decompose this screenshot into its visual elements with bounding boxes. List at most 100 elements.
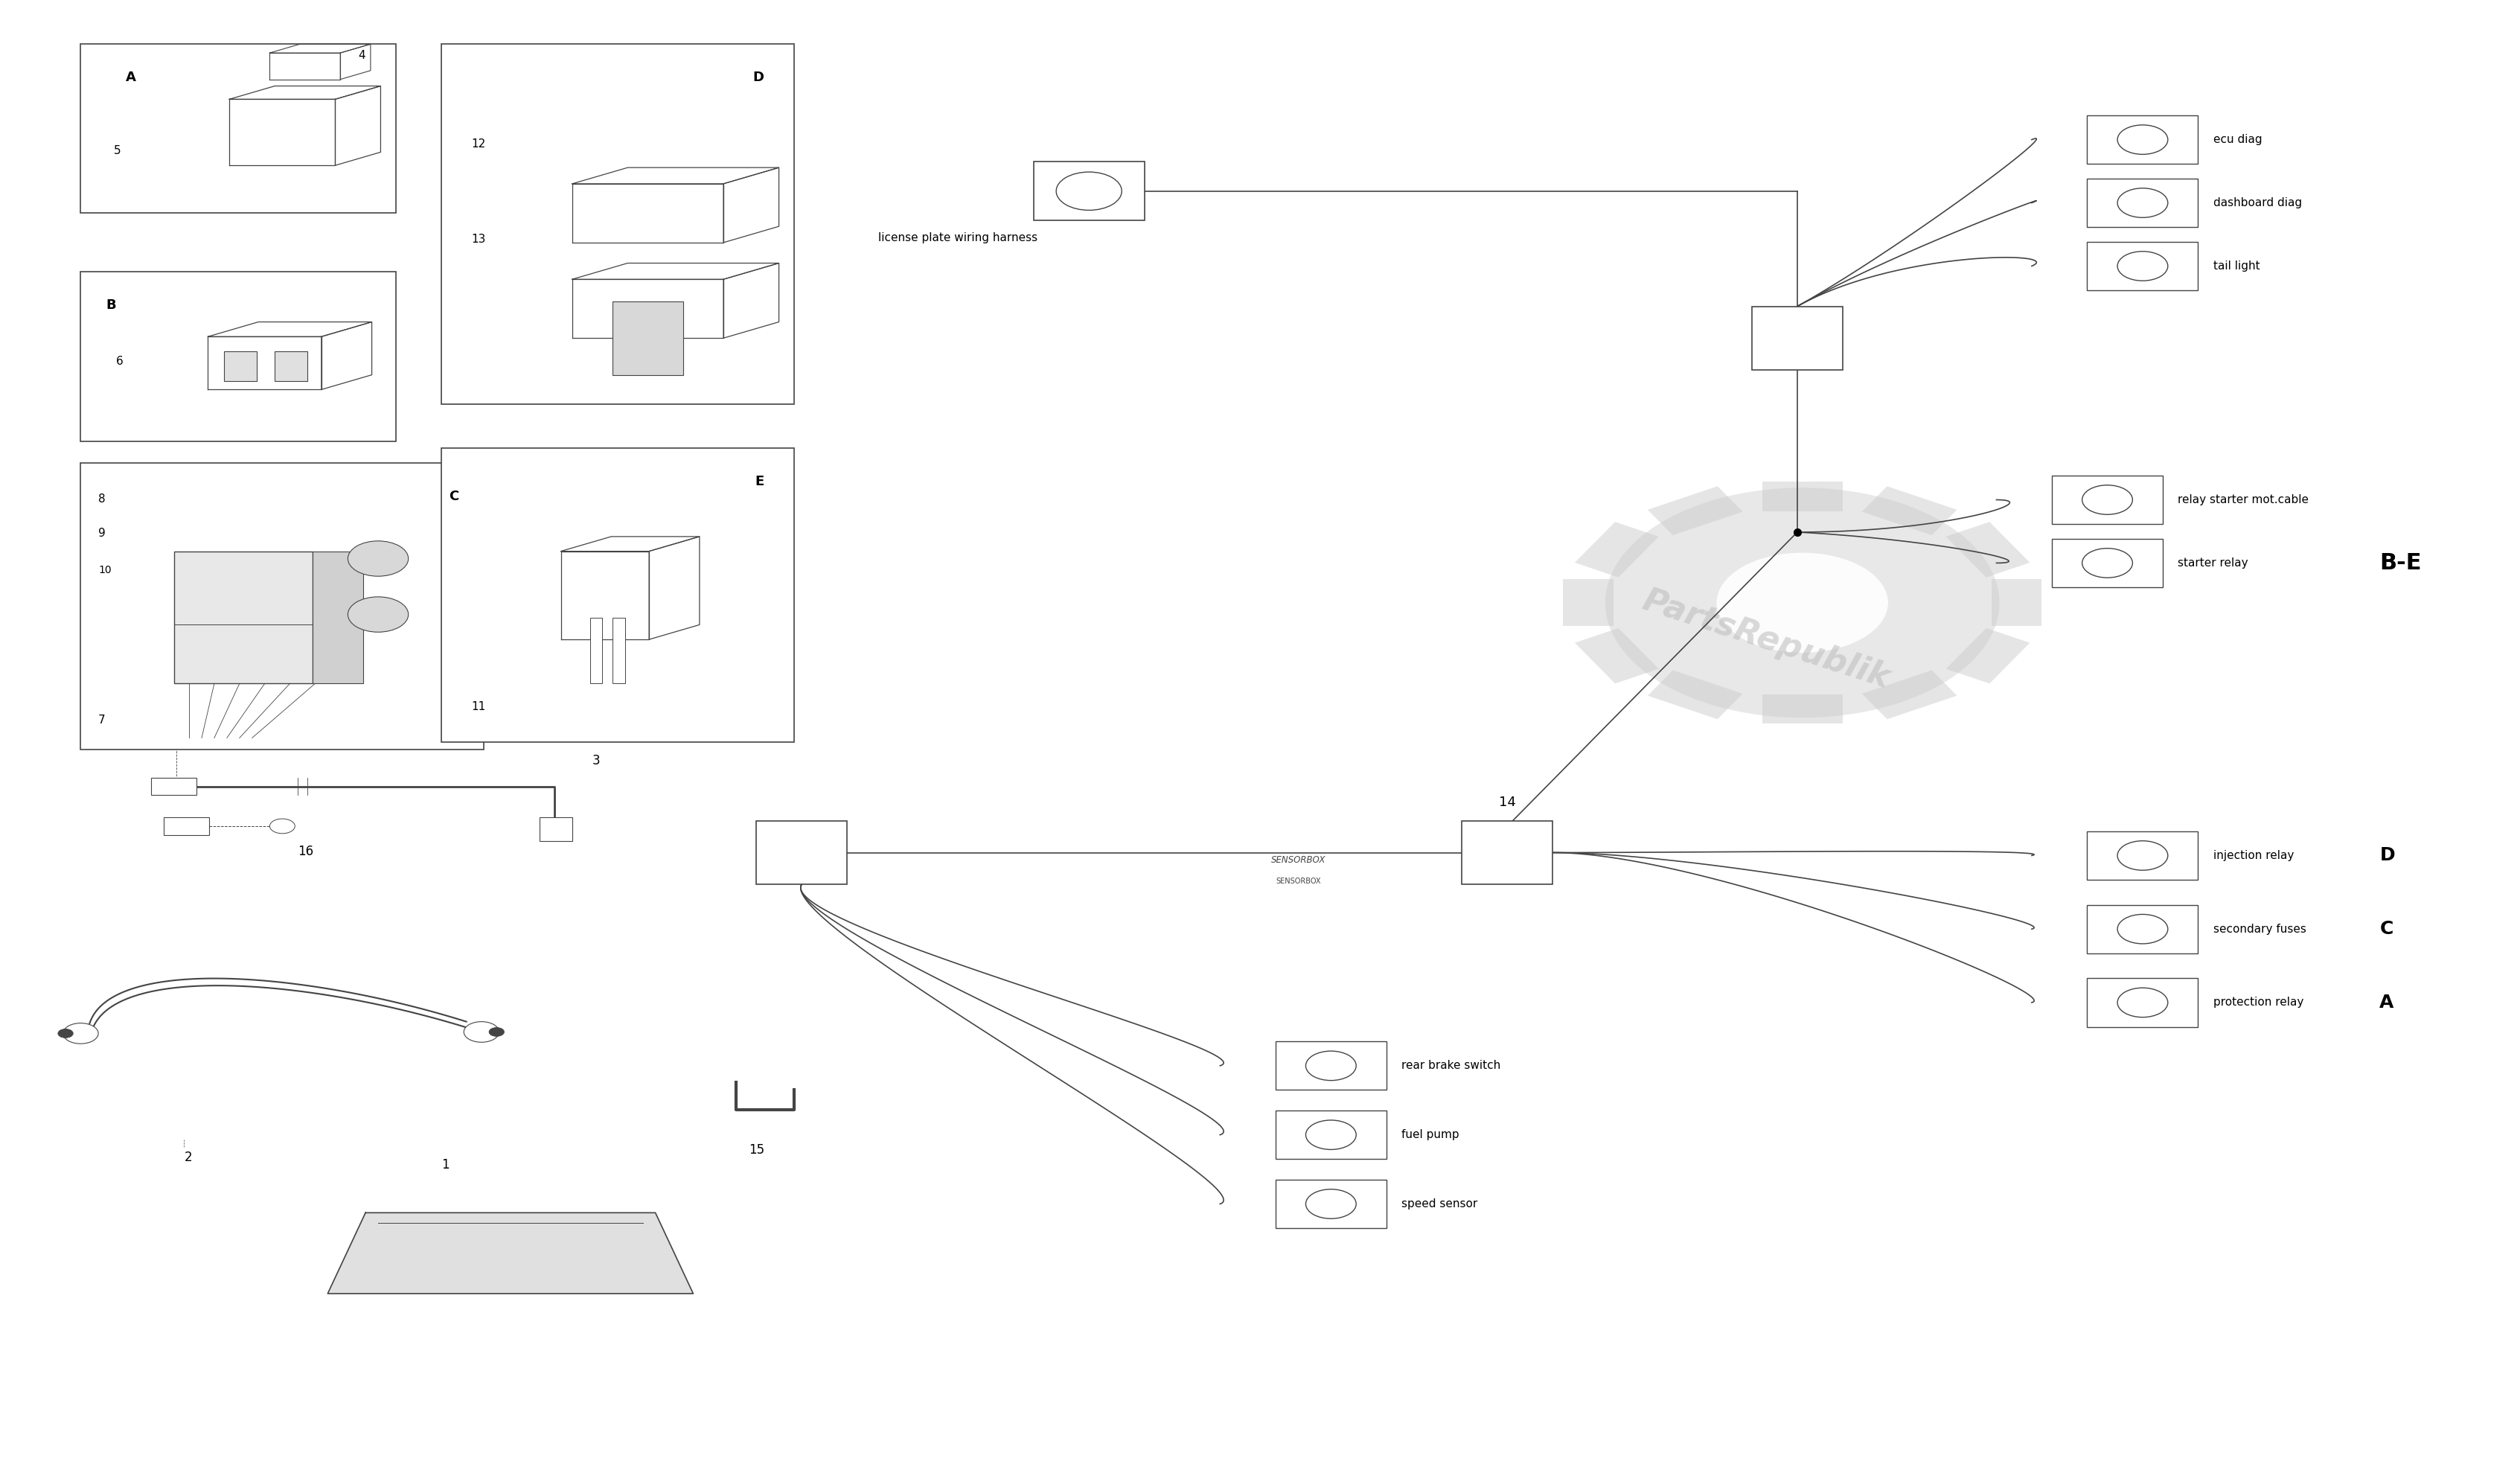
Circle shape [2082, 548, 2132, 578]
Circle shape [1305, 1051, 1356, 1080]
Bar [174, 551, 312, 684]
Bar [164, 817, 209, 835]
Circle shape [1056, 172, 1121, 210]
Text: secondary fuses: secondary fuses [2213, 923, 2306, 935]
Text: 15: 15 [748, 1144, 764, 1157]
Text: 5: 5 [113, 146, 121, 157]
Circle shape [1716, 553, 1887, 653]
Circle shape [1305, 1120, 1356, 1150]
Bar [224, 351, 257, 381]
Circle shape [2082, 485, 2132, 514]
Polygon shape [328, 1213, 693, 1294]
Text: 14: 14 [1499, 795, 1515, 809]
Bar [2051, 539, 2162, 587]
Bar [612, 617, 625, 684]
Bar [441, 44, 794, 404]
Text: 12: 12 [471, 138, 486, 150]
Bar [151, 778, 197, 795]
Bar [1761, 694, 1842, 723]
Bar [756, 820, 847, 885]
Bar [1575, 628, 1658, 684]
Circle shape [2117, 841, 2167, 870]
Circle shape [2117, 125, 2167, 154]
Bar [81, 463, 484, 750]
Circle shape [489, 1028, 504, 1036]
Bar [2087, 979, 2197, 1026]
Bar [1648, 670, 1741, 719]
Text: 8: 8 [98, 494, 106, 506]
Text: 3: 3 [592, 754, 600, 767]
Circle shape [58, 1029, 73, 1038]
Text: rear brake switch: rear brake switch [1401, 1060, 1499, 1072]
Text: ecu diag: ecu diag [2213, 134, 2260, 146]
Text: injection relay: injection relay [2213, 850, 2293, 861]
Bar [1991, 579, 2041, 626]
Circle shape [2117, 988, 2167, 1017]
Bar [1275, 1179, 1386, 1229]
Text: starter relay: starter relay [2177, 557, 2248, 569]
Text: SENSORBOX: SENSORBOX [1270, 856, 1326, 866]
Text: 11: 11 [471, 701, 486, 713]
Bar [590, 617, 602, 684]
Bar [81, 272, 396, 441]
Bar [1275, 1111, 1386, 1158]
Bar [1033, 162, 1144, 220]
Text: B: B [106, 298, 116, 312]
Text: C: C [449, 490, 459, 503]
Text: 2: 2 [184, 1151, 192, 1164]
Text: 6: 6 [116, 356, 123, 368]
Text: 1: 1 [441, 1158, 449, 1172]
Bar [1275, 1041, 1386, 1091]
Circle shape [348, 597, 408, 632]
Bar [2087, 241, 2197, 290]
Bar [2087, 115, 2197, 163]
Bar [1575, 522, 1658, 578]
Circle shape [348, 541, 408, 576]
Text: protection relay: protection relay [2213, 997, 2303, 1008]
Text: 13: 13 [471, 234, 486, 245]
Text: E: E [753, 475, 764, 488]
Bar [1751, 306, 1842, 370]
Circle shape [464, 1022, 499, 1042]
Circle shape [2117, 188, 2167, 218]
Text: SENSORBOX: SENSORBOX [1275, 878, 1320, 885]
Text: 16: 16 [297, 845, 312, 858]
Bar [81, 44, 396, 213]
Text: speed sensor: speed sensor [1401, 1198, 1477, 1210]
Text: fuel pump: fuel pump [1401, 1129, 1459, 1141]
Bar [2087, 178, 2197, 226]
Text: 9: 9 [98, 528, 106, 539]
Text: PartsRepublik: PartsRepublik [1638, 584, 1893, 695]
Text: 4: 4 [358, 50, 365, 62]
Text: 10: 10 [98, 564, 111, 576]
Bar [312, 551, 363, 684]
Bar [2087, 831, 2197, 879]
Bar [1562, 579, 1613, 626]
Text: B-E: B-E [2379, 553, 2422, 573]
Text: D: D [2379, 847, 2394, 864]
Circle shape [270, 819, 295, 833]
Bar [1945, 522, 2029, 578]
Text: 7: 7 [98, 714, 106, 726]
Text: C: C [2379, 920, 2391, 938]
Bar [1945, 628, 2029, 684]
Circle shape [1605, 488, 1998, 717]
Bar [275, 351, 307, 381]
Text: A: A [126, 71, 136, 84]
Bar [1761, 482, 1842, 512]
Circle shape [2117, 914, 2167, 944]
Bar [2051, 475, 2162, 523]
Bar [1862, 487, 1956, 535]
Bar [1462, 820, 1552, 885]
Bar [2087, 904, 2197, 953]
Circle shape [63, 1023, 98, 1044]
Text: relay starter mot.cable: relay starter mot.cable [2177, 494, 2308, 506]
Text: tail light: tail light [2213, 260, 2258, 272]
Bar [1648, 487, 1741, 535]
Text: dashboard diag: dashboard diag [2213, 197, 2301, 209]
Bar [441, 448, 794, 742]
Text: D: D [753, 71, 764, 84]
Text: license plate wiring harness: license plate wiring harness [877, 232, 1038, 244]
Circle shape [2117, 251, 2167, 281]
Bar [1862, 670, 1956, 719]
